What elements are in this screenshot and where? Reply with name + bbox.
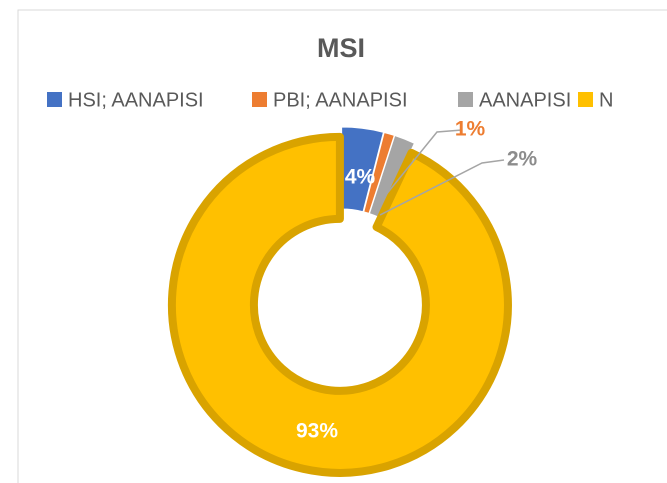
legend-label: AANAPISI [479, 89, 571, 111]
legend-swatch [47, 92, 62, 107]
leader-line [371, 129, 463, 213]
legend-swatch [252, 92, 267, 107]
data-label: 93% [296, 420, 338, 443]
data-label: 1% [455, 118, 486, 141]
data-label: 2% [507, 148, 538, 171]
legend-label: HSI; AANAPISI [68, 89, 204, 111]
chart-title: MSI [317, 33, 365, 63]
legend-label: PBI; AANAPISI [273, 89, 408, 111]
legend-swatch [458, 92, 473, 107]
legend-label: N [599, 89, 613, 111]
donut-slice [167, 132, 512, 477]
leader-line [379, 159, 505, 216]
data-label: 4% [345, 166, 376, 189]
legend-swatch [578, 92, 593, 107]
